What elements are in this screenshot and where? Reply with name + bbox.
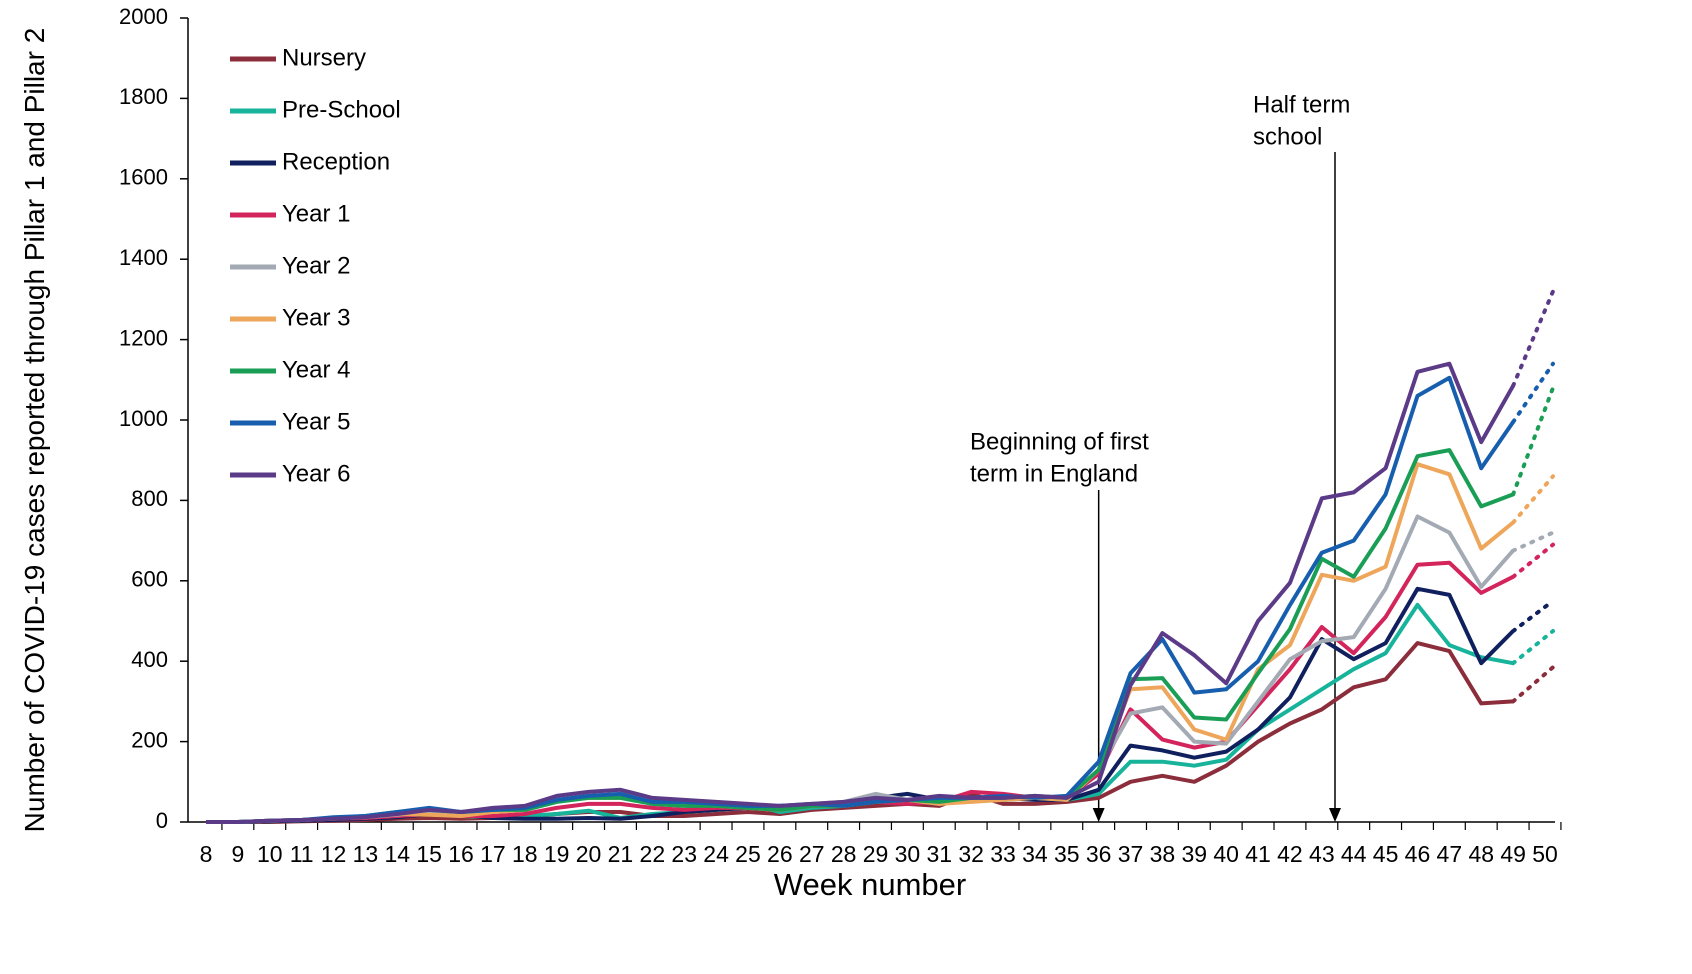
y-tick-label: 1600 [119,165,168,190]
x-tick-label: 34 [1022,841,1048,867]
series-line [206,641,1514,824]
y-tick-label: 2000 [119,4,168,29]
y-tick-label: 1200 [119,325,168,350]
series-line [206,361,1515,824]
legend-label: Year 1 [282,200,351,227]
x-tick-label: 35 [1054,841,1080,867]
x-tick-label: 27 [799,841,825,867]
legend-label: Year 2 [282,252,351,279]
x-tick-label: 23 [671,841,697,867]
arrow-head [1092,808,1105,822]
x-tick-label: 33 [990,841,1016,867]
series-projection [1511,361,1555,425]
y-tick-label: 200 [131,727,168,752]
series-line [206,375,1515,824]
annotation-text: school [1253,123,1322,150]
legend-label: Year 4 [282,356,351,383]
annotation-text: term in England [970,460,1138,487]
y-axis-title: Number of COVID-19 cases reported throug… [19,27,50,833]
series-projection [1511,665,1555,704]
x-axis-title: Week number [774,867,966,902]
series-projection [1511,474,1555,525]
y-tick-label: 800 [131,486,168,511]
x-tick-label: 8 [200,841,213,867]
legend-label: Year 3 [282,304,351,331]
y-tick-label: 1400 [119,245,168,270]
x-tick-label: 11 [290,841,314,867]
x-tick-label: 36 [1086,841,1112,867]
legend-label: Pre-School [282,96,401,123]
x-tick-label: 40 [1213,841,1239,867]
y-tick-label: 1000 [119,406,168,431]
x-tick-label: 19 [544,841,570,867]
x-tick-label: 43 [1309,841,1335,867]
x-tick-label: 37 [1118,841,1144,867]
series-projection [1511,629,1555,666]
series-line [206,586,1515,824]
x-tick-label: 12 [321,841,347,867]
x-tick-label: 16 [448,841,474,867]
arrow-head [1329,808,1341,822]
x-tick-label: 24 [703,841,729,867]
series-projection [1511,530,1555,553]
annotation-text: Half term [1253,91,1350,118]
x-tick-label: 38 [1150,841,1176,867]
x-tick-label: 29 [863,841,889,867]
y-tick-label: 400 [131,647,168,672]
x-tick-label: 9 [231,841,244,867]
x-tick-label: 30 [895,841,921,867]
x-tick-label: 46 [1405,841,1431,867]
x-tick-label: 20 [576,841,602,867]
x-tick-label: 10 [257,841,283,867]
x-tick-label: 13 [353,841,379,867]
legend-label: Reception [282,148,390,175]
legend-label: Year 5 [282,408,351,435]
x-tick-label: 39 [1182,841,1208,867]
x-tick-label: 47 [1437,841,1463,867]
x-tick-label: 28 [831,841,857,867]
y-tick-label: 600 [131,567,168,592]
series-projection [1511,598,1555,634]
x-tick-label: 48 [1468,841,1494,867]
x-tick-label: 15 [416,841,442,867]
x-tick-label: 25 [735,841,761,867]
legend-label: Nursery [282,44,366,71]
series-projection [1511,542,1555,579]
x-tick-label: 31 [926,841,952,867]
x-tick-label: 42 [1277,841,1303,867]
y-tick-label: 1800 [119,84,168,109]
x-tick-label: 26 [767,841,793,867]
x-tick-label: 18 [512,841,538,867]
series-projection [1511,385,1555,497]
x-tick-label: 14 [384,841,410,867]
y-tick-label: 0 [156,808,168,833]
x-tick-label: 50 [1532,841,1558,867]
series-projection [1511,289,1555,388]
legend-label: Year 6 [282,460,351,487]
x-tick-label: 22 [640,841,666,867]
x-tick-label: 32 [958,841,984,867]
x-tick-label: 45 [1373,841,1399,867]
x-tick-label: 21 [608,841,634,867]
x-tick-label: 44 [1341,841,1367,867]
x-tick-label: 17 [480,841,506,867]
annotation-text: Beginning of first [970,428,1149,455]
x-tick-label: 41 [1245,841,1271,867]
x-tick-label: 49 [1500,841,1526,867]
